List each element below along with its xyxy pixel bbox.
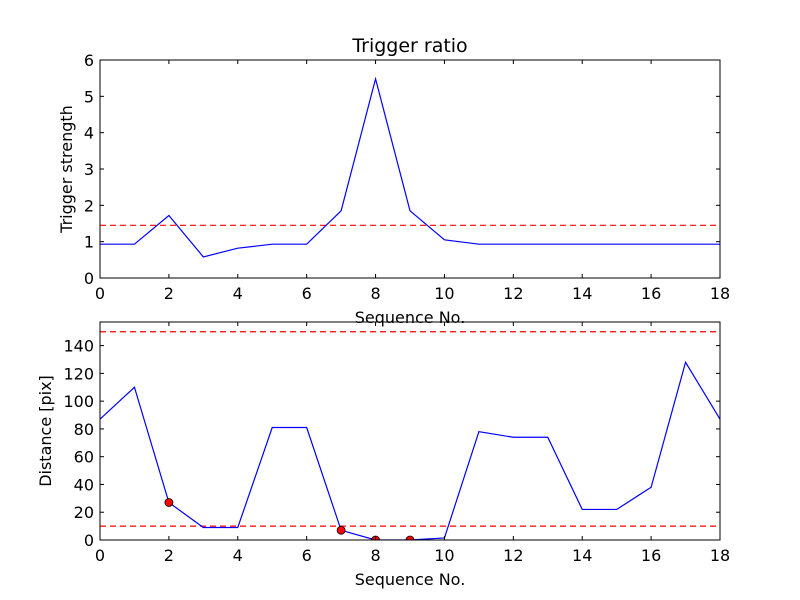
x-tick-label: 10 (434, 546, 454, 565)
data-point-marker (336, 525, 346, 535)
x-tick-label: 18 (710, 284, 730, 303)
x-tick-label: 0 (95, 284, 105, 303)
y-tick-label: 6 (84, 51, 94, 70)
x-tick-label: 2 (164, 546, 174, 565)
x-tick-label: 16 (641, 546, 661, 565)
x-tick-label: 12 (503, 546, 523, 565)
y-tick-label: 0 (84, 531, 94, 550)
y-tick-label: 60 (74, 448, 94, 467)
x-tick-label: 10 (434, 284, 454, 303)
series-line (100, 360, 720, 540)
x-tick-label: 8 (370, 284, 380, 303)
plot-frame (99, 321, 721, 541)
y-tick-label: 1 (84, 233, 94, 252)
x-tick-label: 8 (370, 546, 380, 565)
x-tick-label: 12 (503, 284, 523, 303)
data-point-marker (405, 535, 415, 540)
y-tick-label: 3 (84, 160, 94, 179)
y-tick-label: 80 (74, 420, 94, 439)
y-tick-label: 2 (84, 196, 94, 215)
plot-title: Trigger ratio (351, 35, 467, 57)
series-line (100, 76, 720, 258)
y-tick-label: 40 (74, 475, 94, 494)
y-tick-label: 120 (63, 364, 94, 383)
x-axis-label: Sequence No. (355, 308, 466, 327)
y-axis-label: Distance [pix] (36, 375, 55, 487)
plot-frame (99, 59, 721, 279)
x-tick-label: 14 (572, 284, 592, 303)
y-axis-label: Trigger strength (57, 105, 76, 234)
x-tick-label: 18 (710, 546, 730, 565)
y-tick-label: 20 (74, 503, 94, 522)
x-tick-label: 4 (233, 284, 243, 303)
x-tick-label: 6 (302, 284, 312, 303)
x-axis-label: Sequence No. (355, 570, 466, 589)
y-tick-label: 5 (84, 87, 94, 106)
y-tick-label: 0 (84, 269, 94, 288)
x-tick-label: 6 (302, 546, 312, 565)
y-tick-label: 4 (84, 124, 94, 143)
distance-plot: 0 2 4 6 8 10 12 14 16 18 0 20 40 60 80 100 120 140 Sequen… (36, 321, 730, 589)
data-point-marker (164, 498, 174, 507)
y-tick-label: 140 (63, 337, 94, 356)
x-tick-label: 16 (641, 284, 661, 303)
x-tick-label: 2 (164, 284, 174, 303)
x-tick-label: 4 (233, 546, 243, 565)
plot-content (100, 76, 720, 258)
y-tick-label: 100 (63, 392, 94, 411)
axis-ticks: 0 2 4 6 8 10 12 14 16 18 0 20 40 60 80 100 120 140 (63, 322, 730, 565)
x-tick-label: 14 (572, 546, 592, 565)
x-tick-label: 0 (95, 546, 105, 565)
